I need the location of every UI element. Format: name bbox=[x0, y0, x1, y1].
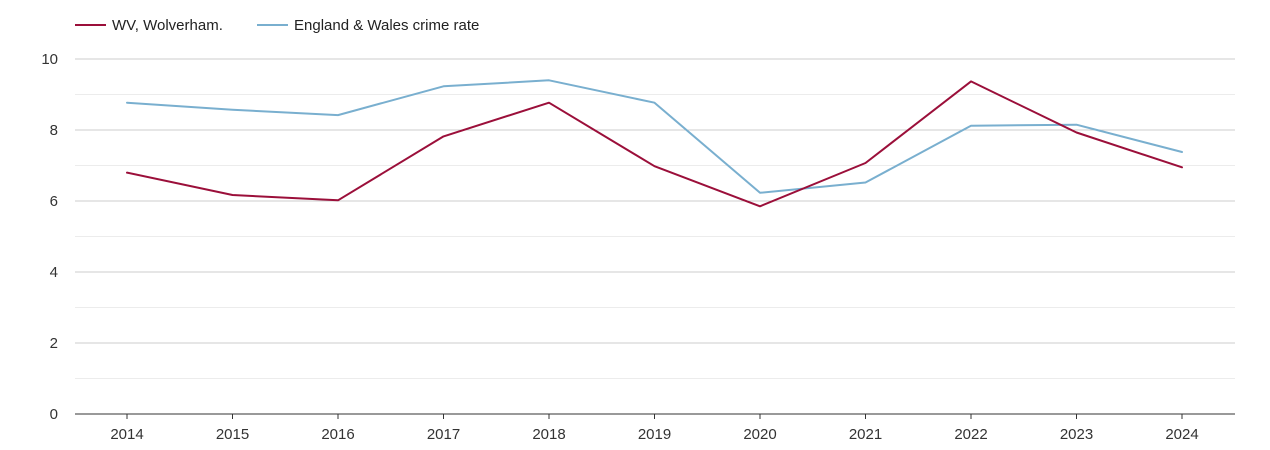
data-point-england-wales[interactable] bbox=[651, 99, 659, 107]
data-point-wv-wolverham[interactable] bbox=[756, 202, 764, 210]
data-point-wv-wolverham[interactable] bbox=[1073, 128, 1081, 136]
data-point-wv-wolverham[interactable] bbox=[229, 191, 237, 199]
x-axis: 2014 2015 2016 2017 2018 2019 2020 2021 2022 2023… bbox=[75, 413, 1235, 443]
data-point-england-wales[interactable] bbox=[440, 82, 448, 90]
y-tick-label: 0 bbox=[50, 406, 58, 423]
x-tick-label: 2021 bbox=[849, 426, 882, 443]
data-point-wv-wolverham[interactable] bbox=[545, 99, 553, 107]
data-point-england-wales[interactable] bbox=[967, 122, 975, 130]
legend-label-wv-wolverham: WV, Wolverham. bbox=[112, 17, 223, 34]
data-point-wv-wolverham[interactable] bbox=[651, 162, 659, 170]
x-tick-label: 2016 bbox=[321, 426, 354, 443]
legend-label-england-wales: England & Wales crime rate bbox=[294, 17, 479, 34]
data-point-wv-wolverham[interactable] bbox=[967, 77, 975, 85]
y-tick-label: 6 bbox=[50, 193, 58, 210]
x-tick-label: 2014 bbox=[110, 426, 143, 443]
x-tick-label: 2019 bbox=[638, 426, 671, 443]
x-tick-label: 2018 bbox=[532, 426, 565, 443]
data-point-england-wales[interactable] bbox=[1178, 148, 1186, 156]
series-line-england-wales[interactable] bbox=[126, 79, 1183, 194]
y-axis: 0 2 4 6 8 10 bbox=[41, 51, 58, 423]
y-tick-label: 2 bbox=[50, 335, 58, 352]
x-tick-label: 2015 bbox=[216, 426, 249, 443]
y-tick-label: 4 bbox=[50, 264, 58, 281]
data-point-wv-wolverham[interactable] bbox=[123, 169, 131, 177]
data-point-england-wales[interactable] bbox=[123, 99, 131, 107]
data-point-wv-wolverham[interactable] bbox=[1178, 163, 1186, 171]
data-point-england-wales[interactable] bbox=[1073, 121, 1081, 129]
x-tick-label: 2024 bbox=[1165, 426, 1198, 443]
y-tick-label: 8 bbox=[50, 122, 58, 139]
series-group bbox=[123, 76, 1186, 210]
data-point-wv-wolverham[interactable] bbox=[440, 132, 448, 140]
data-point-england-wales[interactable] bbox=[334, 111, 342, 119]
data-point-wv-wolverham[interactable] bbox=[334, 196, 342, 204]
data-point-england-wales[interactable] bbox=[229, 106, 237, 114]
data-point-england-wales[interactable] bbox=[545, 76, 553, 84]
x-tick-label: 2022 bbox=[954, 426, 987, 443]
series-line-wv-wolverham[interactable] bbox=[126, 80, 1183, 208]
x-tick-label: 2017 bbox=[427, 426, 460, 443]
legend-item-wv-wolverham[interactable]: WV, Wolverham. bbox=[75, 17, 223, 34]
data-point-wv-wolverham[interactable] bbox=[862, 159, 870, 167]
y-tick-label: 10 bbox=[41, 51, 58, 68]
x-tick-label: 2020 bbox=[743, 426, 776, 443]
data-point-england-wales[interactable] bbox=[756, 189, 764, 197]
grid bbox=[75, 58, 1235, 379]
legend-item-england-wales[interactable]: England & Wales crime rate bbox=[257, 17, 479, 34]
legend: WV, Wolverham. England & Wales crime rat… bbox=[75, 17, 479, 34]
data-point-england-wales[interactable] bbox=[862, 179, 870, 187]
x-tick-label: 2023 bbox=[1060, 426, 1093, 443]
